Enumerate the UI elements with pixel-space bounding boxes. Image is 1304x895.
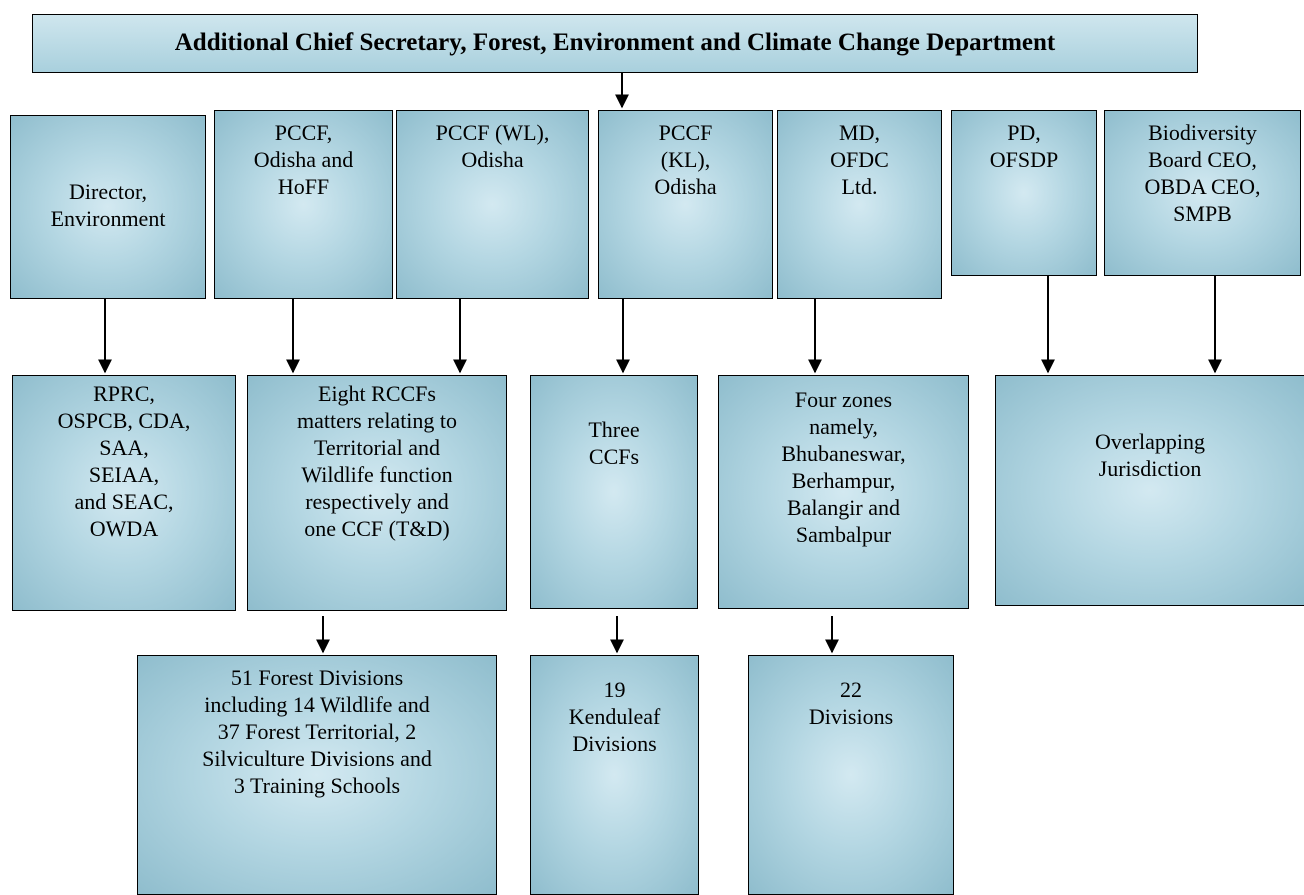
- node-text: Eight RCCFs: [318, 381, 436, 406]
- node-text: OWDA: [89, 516, 159, 541]
- node-text: 22: [840, 677, 862, 702]
- node-text: Odisha: [654, 174, 717, 199]
- node-text: Jurisdiction: [1098, 456, 1202, 481]
- node-text: PD,: [1007, 120, 1041, 145]
- node-text: and SEAC,: [74, 489, 174, 514]
- node-text: CCFs: [588, 444, 640, 469]
- node-text: Divisions: [808, 704, 894, 729]
- node-text: Three: [588, 417, 640, 442]
- node-box: Biodiversity Board CEO, OBDA CEO, SMPB: [1104, 110, 1301, 276]
- node-text: Director,: [69, 179, 147, 204]
- node-text: Divisions: [572, 731, 657, 756]
- node-text: OFDC: [830, 147, 889, 172]
- node-box: 19 Kenduleaf Divisions: [530, 655, 699, 895]
- node-text: Balangir and: [786, 495, 901, 520]
- node-text: MD,: [839, 120, 880, 145]
- node-text: Board CEO,: [1148, 147, 1257, 172]
- node-text: respectively and: [305, 489, 449, 514]
- node-text: OFSDP: [989, 147, 1059, 172]
- node-text: PCCF: [658, 120, 713, 145]
- node-text: SMPB: [1173, 201, 1232, 226]
- node-box: RPRC, OSPCB, CDA, SAA, SEIAA, and SEAC, OWDA: [12, 375, 236, 611]
- node-box: 51 Forest Divisions including 14 Wildlife…: [137, 655, 497, 895]
- node-box: Overlapping Jurisdiction: [995, 375, 1304, 606]
- node-text: including 14 Wildlife and: [204, 692, 430, 717]
- node-text: Overlapping: [1095, 429, 1205, 454]
- node-text: (KL),: [660, 147, 711, 172]
- node-text: matters relating to: [296, 408, 458, 433]
- node-text: Bhubaneswar,: [781, 441, 906, 466]
- node-text: PCCF,: [274, 120, 333, 145]
- node-box: Three CCFs: [530, 375, 698, 609]
- node-text: Odisha: [461, 147, 524, 172]
- node-box: 22 Divisions: [748, 655, 954, 895]
- node-text: Biodiversity: [1148, 120, 1257, 145]
- header-box: Additional Chief Secretary, Forest, Envi…: [32, 14, 1198, 73]
- node-text: Silviculture Divisions and: [202, 746, 432, 771]
- node-text: OBDA CEO,: [1144, 174, 1261, 199]
- node-box: Director, Environment: [10, 115, 206, 299]
- node-box: PD, OFSDP: [951, 110, 1097, 276]
- node-text: Territorial and: [313, 435, 441, 460]
- node-text: 37 Forest Territorial, 2: [217, 719, 417, 744]
- node-text: 3 Training Schools: [233, 773, 401, 798]
- node-text: Wildlife function: [301, 462, 453, 487]
- node-text: OSPCB, CDA,: [57, 408, 191, 433]
- node-text: Sambalpur: [795, 522, 892, 547]
- node-text: Four zones: [794, 387, 893, 412]
- node-text: one CCF (T&D): [304, 516, 450, 541]
- node-text: PCCF (WL),: [435, 120, 550, 145]
- node-text: Odisha and: [253, 147, 354, 172]
- node-text: namely,: [809, 414, 878, 439]
- node-text: Environment: [50, 206, 166, 231]
- node-text: HoFF: [277, 174, 330, 199]
- node-text: Ltd.: [841, 174, 878, 199]
- node-text: Kenduleaf: [568, 704, 661, 729]
- arrows: [98, 72, 1222, 654]
- node-text: 51 Forest Divisions: [230, 665, 404, 690]
- node-text: SEIAA,: [88, 462, 160, 487]
- node-box: PCCF (WL), Odisha: [396, 110, 589, 299]
- node-text: SAA,: [99, 435, 149, 460]
- node-box: Eight RCCFs matters relating to Territoria…: [247, 375, 507, 611]
- header-title: Additional Chief Secretary, Forest, Envi…: [174, 29, 1056, 56]
- node-box: PCCF, Odisha and HoFF: [214, 110, 393, 299]
- node-box: PCCF (KL), Odisha: [598, 110, 773, 299]
- node-text: Berhampur,: [791, 468, 896, 493]
- node-text: RPRC,: [93, 381, 155, 406]
- node-text: 19: [603, 677, 626, 702]
- node-box: Four zones namely, Bhubaneswar, Berhampur, B…: [718, 375, 969, 609]
- node-box: MD, OFDC Ltd.: [777, 110, 942, 299]
